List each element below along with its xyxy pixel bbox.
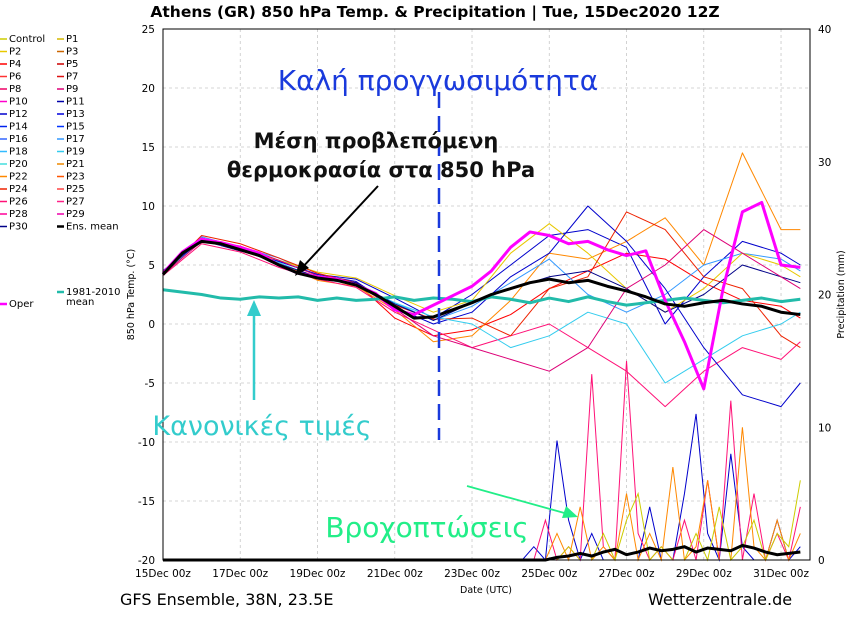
y2-tick-label: 40 bbox=[818, 24, 831, 36]
x-tick-label: 15Dec 00z bbox=[135, 568, 191, 580]
legend-label: P4 bbox=[9, 59, 21, 70]
y-tick-label: -15 bbox=[138, 496, 155, 508]
legend-label: Oper bbox=[9, 299, 34, 310]
legend-label: P26 bbox=[9, 197, 28, 208]
legend-label: Ens. mean bbox=[66, 222, 119, 233]
legend-label: P19 bbox=[66, 147, 85, 158]
precip-line bbox=[163, 543, 801, 562]
y-tick-label: 0 bbox=[148, 319, 155, 331]
y-tick-label: -5 bbox=[145, 378, 155, 390]
y2-axis-label: Precipitation (mm) bbox=[836, 250, 847, 338]
legend-label: P27 bbox=[66, 197, 85, 208]
legend-label: P8 bbox=[9, 84, 21, 95]
y-axis-label: 850 hPa Temp. (°C) bbox=[126, 249, 137, 340]
legend-label: mean bbox=[66, 297, 94, 308]
normal-values-arrowhead bbox=[247, 300, 261, 316]
precip-line bbox=[163, 413, 801, 562]
y2-tick-label: 10 bbox=[818, 422, 831, 434]
legend-label: P13 bbox=[66, 109, 85, 120]
legend-label: P16 bbox=[9, 134, 28, 145]
x-tick-label: 19Dec 00z bbox=[290, 568, 346, 580]
legend-label: P15 bbox=[66, 122, 85, 133]
legend-label: P21 bbox=[66, 159, 85, 170]
y-tick-label: 20 bbox=[142, 83, 155, 95]
x-tick-label: 31Dec 00z bbox=[753, 568, 809, 580]
x-tick-label: 21Dec 00z bbox=[367, 568, 423, 580]
precip-line bbox=[163, 427, 801, 562]
legend-label: P12 bbox=[9, 109, 28, 120]
axis-ticks: 25 20 15 10 5 0 -5 -10 -15 -20 40 30 20 10 0 15Dec 00z 1… bbox=[135, 24, 831, 580]
x-tick-label: 29Dec 00z bbox=[676, 568, 732, 580]
legend-label: P2 bbox=[9, 47, 21, 58]
temp-series-group bbox=[161, 152, 801, 408]
y2-tick-label: 20 bbox=[818, 290, 831, 302]
legend-label: P22 bbox=[9, 172, 28, 183]
y-tick-label: -20 bbox=[138, 555, 155, 567]
legend-label: P20 bbox=[9, 159, 28, 170]
member-line bbox=[162, 243, 801, 408]
y-tick-label: 15 bbox=[142, 142, 155, 154]
legend-label: P6 bbox=[9, 72, 21, 83]
legend-label: P23 bbox=[66, 172, 85, 183]
y-tick-label: 25 bbox=[142, 24, 155, 36]
mean-temp-arrowhead bbox=[295, 260, 309, 276]
legend-label: P28 bbox=[9, 209, 28, 220]
legend-label: P11 bbox=[66, 97, 85, 108]
legend-label: P7 bbox=[66, 72, 78, 83]
legend-label: P18 bbox=[9, 147, 28, 158]
plot-area bbox=[163, 29, 810, 560]
x-tick-label: 27Dec 00z bbox=[599, 568, 655, 580]
y2-tick-label: 30 bbox=[818, 157, 831, 169]
plot-frame bbox=[162, 28, 811, 561]
precipitation-arrow bbox=[466, 485, 569, 515]
x-tick-label: 25Dec 00z bbox=[521, 568, 577, 580]
legend-label: P29 bbox=[66, 209, 85, 220]
legend: Control P1 P2 P3 P4 P5 P6 P7 P8 P9 P10 P11 P12 P13 P14… bbox=[0, 34, 121, 310]
y2-tick-label: 0 bbox=[818, 555, 825, 567]
legend-label: Control bbox=[9, 34, 45, 45]
annotation-mean-temp-line2: θερμοκρασία στα 850 hPa bbox=[227, 158, 535, 182]
legend-label: P17 bbox=[66, 134, 85, 145]
precip-series-group bbox=[163, 360, 801, 562]
annotation-mean-temp-line1: Μέση προβλεπόμενη bbox=[254, 129, 499, 153]
ens-mean-line bbox=[161, 239, 801, 320]
legend-label: P24 bbox=[9, 184, 28, 195]
annotation-precipitation: Βροχοπτώσεις bbox=[325, 511, 528, 544]
member-line bbox=[162, 229, 801, 372]
legend-label: P9 bbox=[66, 84, 78, 95]
annotations: Καλή προγγωσιμότητα Μέση προβλεπόμενη θε… bbox=[152, 64, 598, 544]
footer-source-link[interactable]: Wetterzentrale.de bbox=[648, 590, 793, 609]
y-tick-label: 5 bbox=[148, 260, 155, 272]
member-line bbox=[162, 211, 801, 349]
chart-title: Athens (GR) 850 hPa Temp. & Precipitatio… bbox=[150, 3, 719, 22]
x-tick-label: 17Dec 00z bbox=[212, 568, 268, 580]
legend-label: P5 bbox=[66, 59, 78, 70]
y-tick-label: 10 bbox=[142, 201, 155, 213]
legend-label: P10 bbox=[9, 97, 28, 108]
legend-label: P25 bbox=[66, 184, 85, 195]
legend-label: P14 bbox=[9, 122, 28, 133]
legend-label: P1 bbox=[66, 34, 78, 45]
mean-temp-arrow bbox=[299, 185, 379, 271]
annotation-good-forecast: Καλή προγγωσιμότητα bbox=[278, 64, 598, 97]
legend-label: P30 bbox=[9, 222, 28, 233]
footer-model-info: GFS Ensemble, 38N, 23.5E bbox=[120, 590, 334, 609]
legend-label: P3 bbox=[66, 47, 78, 58]
precipitation-arrowhead bbox=[562, 506, 578, 518]
y-tick-label: -10 bbox=[138, 437, 155, 449]
annotation-normal-values: Κανονικές τιμές bbox=[152, 411, 371, 442]
x-axis-label: Date (UTC) bbox=[460, 585, 512, 596]
member-line bbox=[162, 223, 801, 313]
legend-label: 1981-2010 bbox=[66, 287, 121, 298]
x-tick-label: 23Dec 00z bbox=[444, 568, 500, 580]
